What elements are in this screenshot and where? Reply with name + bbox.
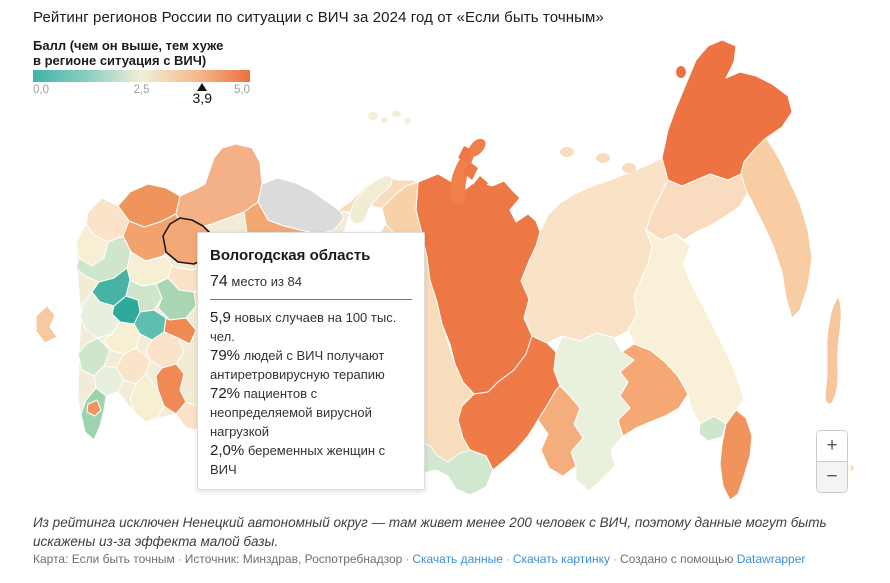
map-region[interactable]	[93, 365, 125, 397]
stat-value: 79%	[210, 347, 241, 364]
map-region[interactable]	[537, 385, 584, 477]
legend-tick-min: 0,0	[33, 84, 49, 96]
download-data-link[interactable]: Скачать данные	[412, 552, 503, 566]
map-region[interactable]	[349, 175, 393, 225]
stat-label: новых случаев на 100 тыс. чел.	[210, 310, 397, 344]
map-region[interactable]	[825, 298, 841, 404]
stat-value: 2,0%	[210, 442, 245, 459]
tooltip-divider	[210, 299, 412, 300]
made-with-label: Создано с помощью	[620, 552, 734, 566]
tooltip-stats: 5,9 новых случаев на 100 тыс. чел. 79% л…	[210, 308, 412, 479]
separator: ·	[505, 552, 510, 566]
stat-value: 5,9	[210, 309, 231, 326]
zoom-in-button[interactable]: +	[817, 431, 847, 461]
map-region[interactable]	[368, 110, 411, 125]
tooltip-rank-label: место из 84	[227, 274, 303, 289]
footnote: Из рейтинга исключен Ненецкий автономный…	[33, 515, 827, 550]
map-region[interactable]	[661, 39, 793, 187]
attribution-line: Карта: Если быть точным · Источник: Минздр…	[33, 552, 867, 566]
stat-value: 72%	[210, 385, 241, 402]
stat-label: пациентов с неопределяемой вирусной нагр…	[210, 386, 372, 439]
stat-label: людей с ВИЧ получают антиретровирусную т…	[210, 348, 385, 382]
legend-title: Балл (чем он выше, тем хуже в регионе си…	[33, 38, 223, 68]
map-region[interactable]	[381, 181, 423, 243]
map-region[interactable]	[129, 373, 165, 423]
legend-title-line1: Балл (чем он выше, тем хуже	[33, 38, 224, 53]
legend-title-line2: в регионе ситуация с ВИЧ)	[33, 53, 207, 68]
map-region[interactable]	[560, 147, 636, 173]
map-region[interactable]	[77, 337, 111, 377]
map-zoom-controls: + −	[816, 430, 848, 493]
map-region[interactable]	[458, 146, 488, 194]
legend-tick-max: 5,0	[234, 84, 250, 96]
source-credit: Источник: Минздрав, Роспотребнадзор	[184, 552, 403, 566]
map-region[interactable]	[719, 409, 753, 501]
map-region[interactable]	[35, 305, 58, 344]
map-region[interactable]	[155, 277, 197, 321]
tooltip-rank: 74 место из 84	[210, 273, 412, 291]
legend-tick-mid: 2,5	[133, 84, 150, 96]
map-region[interactable]	[676, 66, 686, 78]
separator: ·	[177, 552, 182, 566]
download-image-link[interactable]: Скачать картинку	[512, 552, 611, 566]
tooltip-region-name: Вологодская область	[210, 247, 371, 264]
separator: ·	[405, 552, 410, 566]
datawrapper-link[interactable]: Datawrapper	[736, 552, 806, 566]
legend-ticks: 0,0 2,5 5,0	[33, 84, 250, 97]
separator: ·	[613, 552, 618, 566]
page-title: Рейтинг регионов России по ситуации с ВИ…	[33, 9, 604, 26]
tooltip-rank-value: 74	[210, 273, 228, 290]
map-region[interactable]	[86, 399, 102, 417]
legend-gradient-bar	[33, 70, 250, 82]
stat-label: беременных женщин с ВИЧ	[210, 443, 386, 477]
map-region[interactable]	[415, 173, 541, 395]
region-tooltip: Вологодская область 74 место из 84 5,9 н…	[197, 232, 425, 490]
map-region[interactable]	[740, 137, 813, 319]
map-credit: Карта: Если быть точным	[33, 552, 175, 566]
map-region[interactable]	[698, 415, 727, 442]
zoom-out-button[interactable]: −	[817, 461, 847, 492]
